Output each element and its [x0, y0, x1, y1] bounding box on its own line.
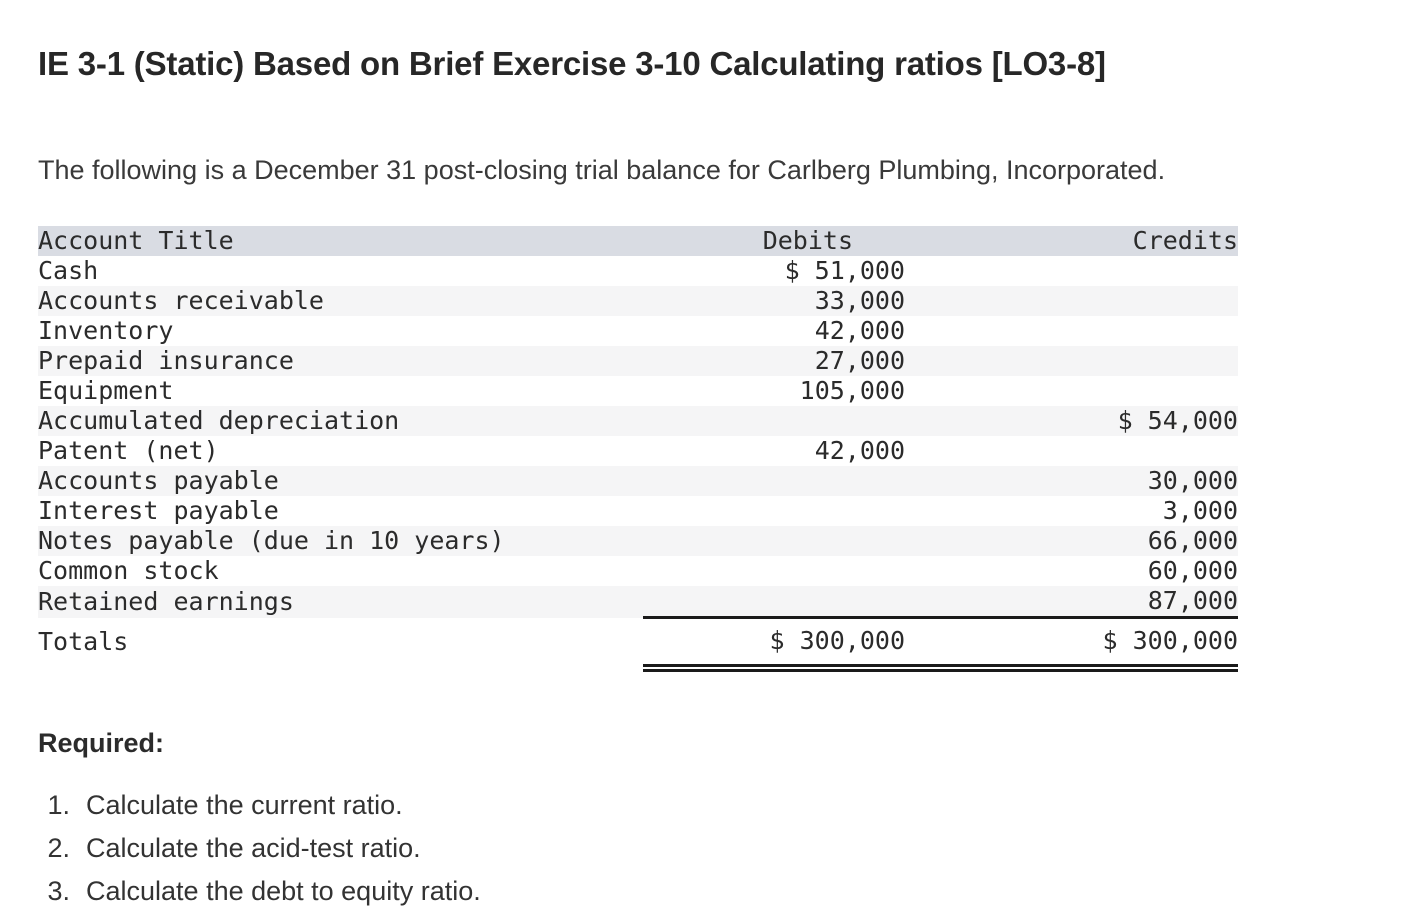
debit-cell: [643, 556, 905, 586]
table-row-retained-earnings: Retained earnings 87,000: [38, 586, 1238, 618]
debit-cell: 105,000: [799, 376, 905, 405]
debit-cell: [643, 586, 905, 618]
debit-cell: [643, 466, 905, 496]
credit-cell: [905, 436, 1238, 466]
table-row-accounts-receivable: Accounts receivable 33,000: [38, 286, 1238, 316]
credits-header: Credits: [905, 226, 1238, 256]
debit-cell: $ 51,000: [784, 256, 905, 285]
requirement-text: Calculate the acid-test ratio.: [86, 833, 421, 863]
account-cell: Prepaid insurance: [38, 346, 294, 375]
requirement-number: 3.: [47, 876, 70, 906]
debit-cell: 42,000: [814, 436, 905, 465]
credit-cell: 87,000: [1147, 586, 1238, 615]
credit-cell: [905, 346, 1238, 376]
requirement-item-1: 1. Calculate the current ratio.: [38, 784, 1380, 827]
required-heading: Required:: [38, 728, 165, 758]
account-cell: Notes payable (due in 10 years): [38, 526, 505, 555]
credit-cell: [905, 286, 1238, 316]
account-cell: Inventory: [38, 316, 174, 345]
account-title-header: Account Title: [38, 226, 643, 256]
table-row-interest-payable: Interest payable 3,000: [38, 496, 1238, 526]
table-row-inventory: Inventory 42,000: [38, 316, 1238, 346]
table-header-row: Account Title Debits Credits: [38, 226, 1238, 256]
credit-cell: 66,000: [1147, 526, 1238, 555]
debit-cell: 33,000: [814, 286, 905, 315]
credit-cell: [905, 256, 1238, 286]
table-row-accounts-payable: Accounts payable 30,000: [38, 466, 1238, 496]
requirement-number: 2.: [47, 833, 70, 863]
totals-credit: $ 300,000: [905, 616, 1238, 672]
table-row-common-stock: Common stock 60,000: [38, 556, 1238, 586]
table-row-equipment: Equipment 105,000: [38, 376, 1238, 406]
totals-row: Totals $ 300,000 $ 300,000: [38, 616, 1238, 672]
account-cell: Accounts receivable: [38, 286, 324, 315]
debit-cell: [643, 406, 905, 436]
requirements-list: 1. Calculate the current ratio. 2. Calcu…: [38, 784, 1380, 913]
debit-cell: [643, 526, 905, 556]
debits-header: Debits: [643, 226, 905, 256]
table-row-cash: Cash $ 51,000: [38, 256, 1238, 286]
account-cell: Common stock: [38, 556, 219, 585]
account-cell: Accumulated depreciation: [38, 406, 400, 435]
table-row-prepaid-insurance: Prepaid insurance 27,000: [38, 346, 1238, 376]
account-cell: Retained earnings: [38, 586, 294, 616]
account-cell: Patent (net): [38, 436, 219, 465]
account-cell: Interest payable: [38, 496, 279, 525]
debit-cell: 42,000: [814, 316, 905, 345]
credit-cell: $ 54,000: [1117, 406, 1238, 435]
requirement-item-2: 2. Calculate the acid-test ratio.: [38, 827, 1380, 870]
credit-cell: [905, 376, 1238, 406]
debit-cell: [643, 496, 905, 526]
totals-label: Totals: [38, 617, 643, 668]
table-row-patent-net: Patent (net) 42,000: [38, 436, 1238, 466]
requirement-text: Calculate the debt to equity ratio.: [86, 876, 481, 906]
requirement-text: Calculate the current ratio.: [86, 790, 403, 820]
page-title: IE 3-1 (Static) Based on Brief Exercise …: [38, 45, 1106, 82]
requirement-number: 1.: [47, 790, 70, 820]
account-cell: Equipment: [38, 376, 174, 405]
trial-balance-table: Account Title Debits Credits Cash $ 51,0…: [38, 226, 1238, 672]
requirement-item-3: 3. Calculate the debt to equity ratio.: [38, 870, 1380, 913]
credit-cell: [905, 316, 1238, 346]
totals-debit: $ 300,000: [643, 616, 905, 672]
table-row-notes-payable: Notes payable (due in 10 years) 66,000: [38, 526, 1238, 556]
credit-cell: 3,000: [1162, 496, 1238, 525]
table-row-accumulated-depreciation: Accumulated depreciation $ 54,000: [38, 406, 1238, 436]
intro-text: The following is a December 31 post-clos…: [38, 155, 1166, 185]
credit-cell: 60,000: [1147, 556, 1238, 585]
account-cell: Accounts payable: [38, 466, 279, 495]
account-cell: Cash: [38, 256, 99, 285]
credit-cell: 30,000: [1147, 466, 1238, 495]
debit-cell: 27,000: [814, 346, 905, 375]
